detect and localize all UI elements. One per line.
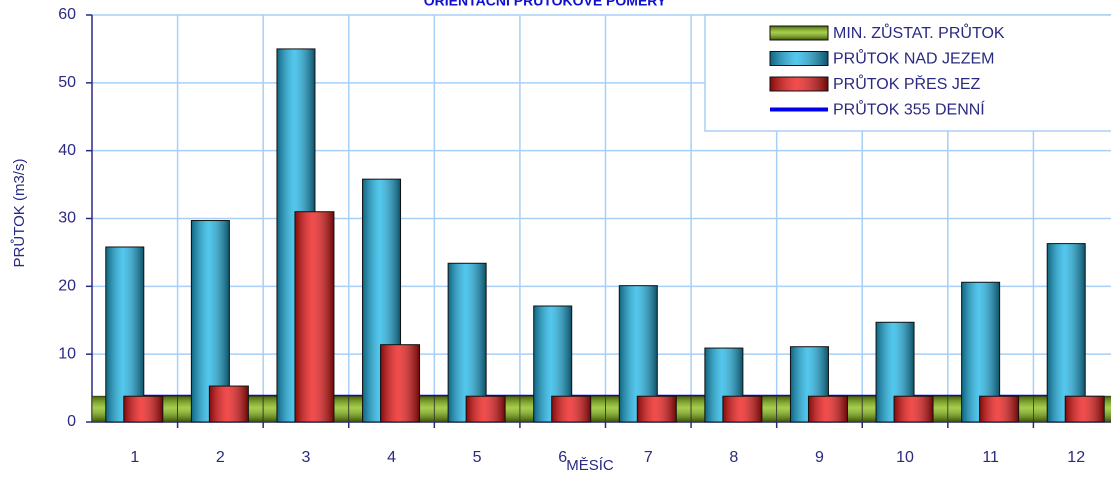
y-tick-label: 20	[58, 278, 76, 295]
y-tick-label: 30	[58, 210, 76, 227]
legend-label: PRŮTOK PŘES JEZ	[833, 74, 981, 93]
bar-shade	[636, 395, 677, 423]
bars	[91, 48, 1111, 423]
x-axis-label: MĚSÍC	[566, 457, 614, 474]
x-tick-label: 7	[644, 449, 653, 466]
legend-label: PRŮTOK NAD JEZEM	[833, 49, 995, 68]
bar-shade	[465, 395, 506, 423]
legend: MIN. ZŮSTAT. PRŮTOK PRŮTOK NAD JEZEM PRŮTO…	[704, 14, 1111, 132]
bar-shade	[208, 385, 249, 423]
bar-shade	[447, 262, 487, 423]
bar-shade	[105, 246, 145, 423]
y-tick-label: 40	[58, 142, 76, 159]
x-tick-label: 10	[896, 449, 914, 466]
x-tick-label: 6	[558, 449, 567, 466]
x-tick-label: 8	[729, 449, 738, 466]
x-tick-label: 3	[302, 449, 311, 466]
x-tick-label: 9	[815, 449, 824, 466]
bar-shade	[807, 395, 848, 423]
legend-swatch-shade	[769, 76, 829, 92]
y-tick-label: 60	[58, 6, 76, 23]
y-tick-label: 0	[67, 413, 76, 430]
bar-shade	[123, 395, 164, 423]
chart-title: ORIENTAČNÍ PRŮTOKOVÉ POMĚRY	[424, 0, 667, 9]
x-tick-label: 1	[130, 449, 139, 466]
bar-shade	[380, 344, 421, 423]
x-tick-label: 4	[387, 449, 396, 466]
bar-shade	[1064, 395, 1105, 423]
bar-shade	[1046, 243, 1086, 423]
legend-swatch-shade	[769, 25, 829, 41]
bar-shade	[979, 395, 1020, 423]
bar-shade	[893, 395, 934, 423]
legend-label: MIN. ZŮSTAT. PRŮTOK	[833, 23, 1005, 42]
y-tick-label: 50	[58, 74, 76, 91]
x-tick-label: 11	[982, 449, 999, 466]
y-axis-label: PRŮTOK (m3/s)	[10, 159, 28, 268]
x-tick-label: 12	[1067, 449, 1085, 466]
legend-swatch-shade	[769, 51, 829, 66]
y-tick-label: 10	[58, 345, 76, 362]
x-tick-label: 5	[473, 449, 482, 466]
bar-shade	[294, 211, 335, 423]
bar-shade	[722, 395, 763, 423]
bar-shade	[551, 395, 592, 423]
x-tick-label: 2	[216, 449, 225, 466]
legend-label: PRŮTOK 355 DENNÍ	[833, 100, 985, 119]
